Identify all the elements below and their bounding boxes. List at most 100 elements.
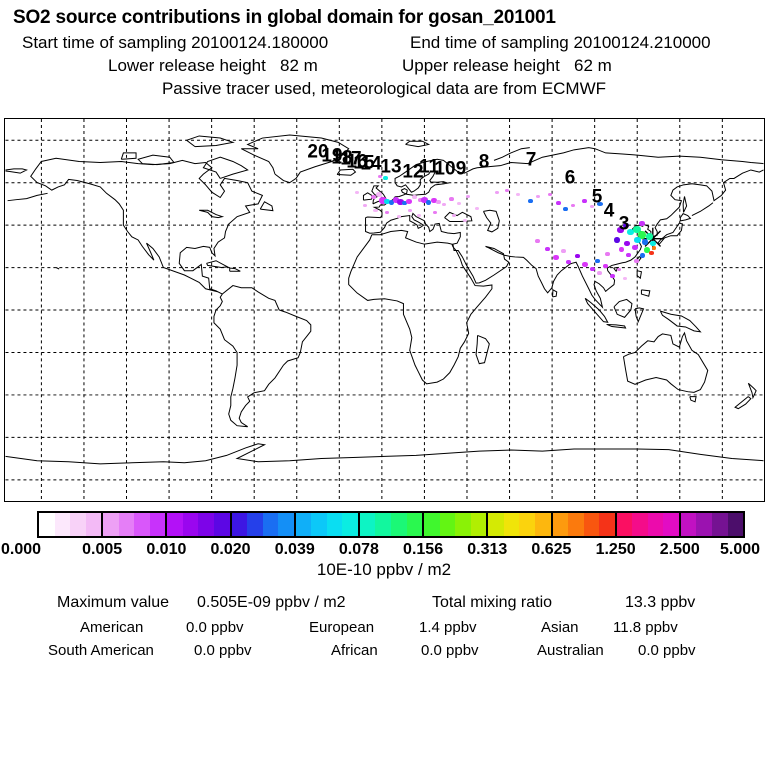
colorbar-segment bbox=[357, 513, 423, 536]
plume-cell bbox=[433, 211, 437, 214]
plume-cell bbox=[650, 241, 656, 246]
trajectory-day-label: 19 bbox=[321, 145, 343, 167]
plume-cell bbox=[634, 237, 641, 243]
south-american-value: 0.0 ppbv bbox=[194, 642, 252, 659]
plume-cell bbox=[528, 199, 533, 203]
plume-cell bbox=[603, 264, 608, 268]
plume-cell bbox=[548, 193, 552, 196]
plume-cell bbox=[457, 202, 461, 205]
plume-cell bbox=[442, 203, 446, 206]
page-title: SO2 source contributions in global domai… bbox=[13, 7, 556, 28]
upper-release-height-label: Upper release height 62 m bbox=[402, 56, 612, 75]
colorbar-tick: 5.000 bbox=[719, 541, 761, 558]
plume-cell bbox=[582, 199, 587, 203]
asian-label: Asian bbox=[541, 619, 579, 636]
south-american-label: South American bbox=[48, 642, 154, 659]
plume-cell bbox=[646, 233, 653, 240]
plume-cell bbox=[389, 200, 394, 205]
colorbar-segment bbox=[101, 513, 166, 536]
colorbar bbox=[37, 511, 745, 538]
plume-cell bbox=[417, 214, 421, 217]
colorbar-units: 10E-10 ppbv / m2 bbox=[316, 560, 452, 579]
world-map: 20 19 18 17 16 15 14 13 12 11 10 9 8 7 6 5 4 3 bbox=[4, 118, 765, 502]
tracer-info-label: Passive tracer used, meteorological data… bbox=[161, 79, 607, 98]
plume-cell bbox=[535, 239, 540, 243]
trajectory-day-label: 16 bbox=[346, 151, 368, 173]
plume-cell bbox=[597, 271, 602, 275]
trajectory-day-label: 11 bbox=[418, 156, 440, 178]
colorbar-segment bbox=[229, 513, 294, 536]
plume-cell bbox=[590, 205, 594, 208]
plume-cell bbox=[436, 200, 441, 204]
plume-cell bbox=[384, 199, 390, 204]
plume-cell bbox=[463, 219, 467, 222]
plume-cell bbox=[590, 267, 595, 271]
plume-cell bbox=[640, 253, 645, 258]
colorbar-tick: 0.313 bbox=[467, 541, 508, 558]
plume-cell bbox=[421, 197, 428, 203]
trajectory-day-label: 4 bbox=[603, 200, 615, 222]
trajectory-day-label: 3 bbox=[618, 213, 630, 235]
african-value: 0.0 ppbv bbox=[421, 642, 479, 659]
colorbar-tick: 0.039 bbox=[274, 541, 315, 558]
plume-cell bbox=[408, 209, 412, 212]
max-value: 0.505E-09 ppbv / m2 bbox=[197, 594, 346, 611]
plume-cell bbox=[619, 247, 624, 252]
plume-cell bbox=[614, 237, 620, 243]
end-time-label: End time of sampling 20100124.210000 bbox=[410, 33, 711, 52]
plume-cell bbox=[418, 198, 423, 202]
trajectory-day-label: 18 bbox=[331, 147, 353, 169]
colorbar-tick: 0.078 bbox=[338, 541, 379, 558]
colorbar-tick: 0.010 bbox=[146, 541, 187, 558]
plume-cell bbox=[633, 226, 641, 233]
lower-release-height-label: Lower release height 82 m bbox=[108, 56, 318, 75]
plume-cell bbox=[649, 251, 654, 255]
plume-cell bbox=[385, 211, 389, 214]
plume-cell bbox=[406, 199, 412, 204]
colorbar-segment bbox=[486, 513, 551, 536]
plume-cell bbox=[431, 198, 437, 203]
plume-cell bbox=[397, 215, 401, 218]
trajectory-day-label: 10 bbox=[434, 158, 456, 180]
plume-cell bbox=[626, 253, 631, 257]
plume-cell bbox=[475, 207, 479, 210]
plume-cell bbox=[516, 193, 520, 196]
plume-cell bbox=[363, 204, 367, 207]
asian-value: 11.8 ppbv bbox=[613, 619, 678, 636]
trajectory-day-label: 17 bbox=[340, 148, 362, 170]
plume-cell bbox=[355, 191, 359, 194]
plume-cell bbox=[566, 260, 571, 264]
trajectory-day-label: 20 bbox=[307, 141, 329, 163]
colorbar-tick: 1.250 bbox=[595, 541, 636, 558]
plume-cell bbox=[610, 274, 615, 278]
colorbar-segment bbox=[165, 513, 230, 536]
plume-cell bbox=[624, 241, 630, 246]
plume-cell bbox=[373, 209, 378, 212]
plume-cell bbox=[617, 268, 621, 271]
plume-cell bbox=[638, 231, 646, 239]
colorbar-segment bbox=[39, 513, 102, 536]
plume-cell bbox=[466, 195, 470, 198]
trajectory-day-label: 7 bbox=[525, 149, 537, 171]
plume-cell bbox=[553, 255, 559, 260]
trajectory-day-label: 5 bbox=[591, 186, 603, 208]
plume-cell bbox=[597, 202, 603, 206]
total-mixing-ratio-value: 13.3 ppbv bbox=[625, 594, 696, 611]
plume-cell bbox=[639, 221, 645, 226]
plume-cell bbox=[556, 201, 561, 205]
plume-cell bbox=[605, 252, 610, 256]
plume-cell bbox=[623, 223, 629, 228]
trajectory-day-label: 9 bbox=[455, 158, 467, 180]
start-time-label: Start time of sampling 20100124.180000 bbox=[22, 33, 329, 52]
plume-cell bbox=[412, 195, 417, 199]
plume-cell bbox=[652, 246, 656, 250]
plume-cell bbox=[397, 199, 404, 205]
plume-cell bbox=[575, 254, 580, 258]
colorbar-tick: 0.005 bbox=[82, 541, 123, 558]
plume-cell bbox=[505, 189, 509, 192]
african-label: African bbox=[331, 642, 378, 659]
plume-cell bbox=[379, 197, 387, 204]
australian-value: 0.0 ppbv bbox=[638, 642, 696, 659]
plume-cell bbox=[495, 191, 499, 194]
